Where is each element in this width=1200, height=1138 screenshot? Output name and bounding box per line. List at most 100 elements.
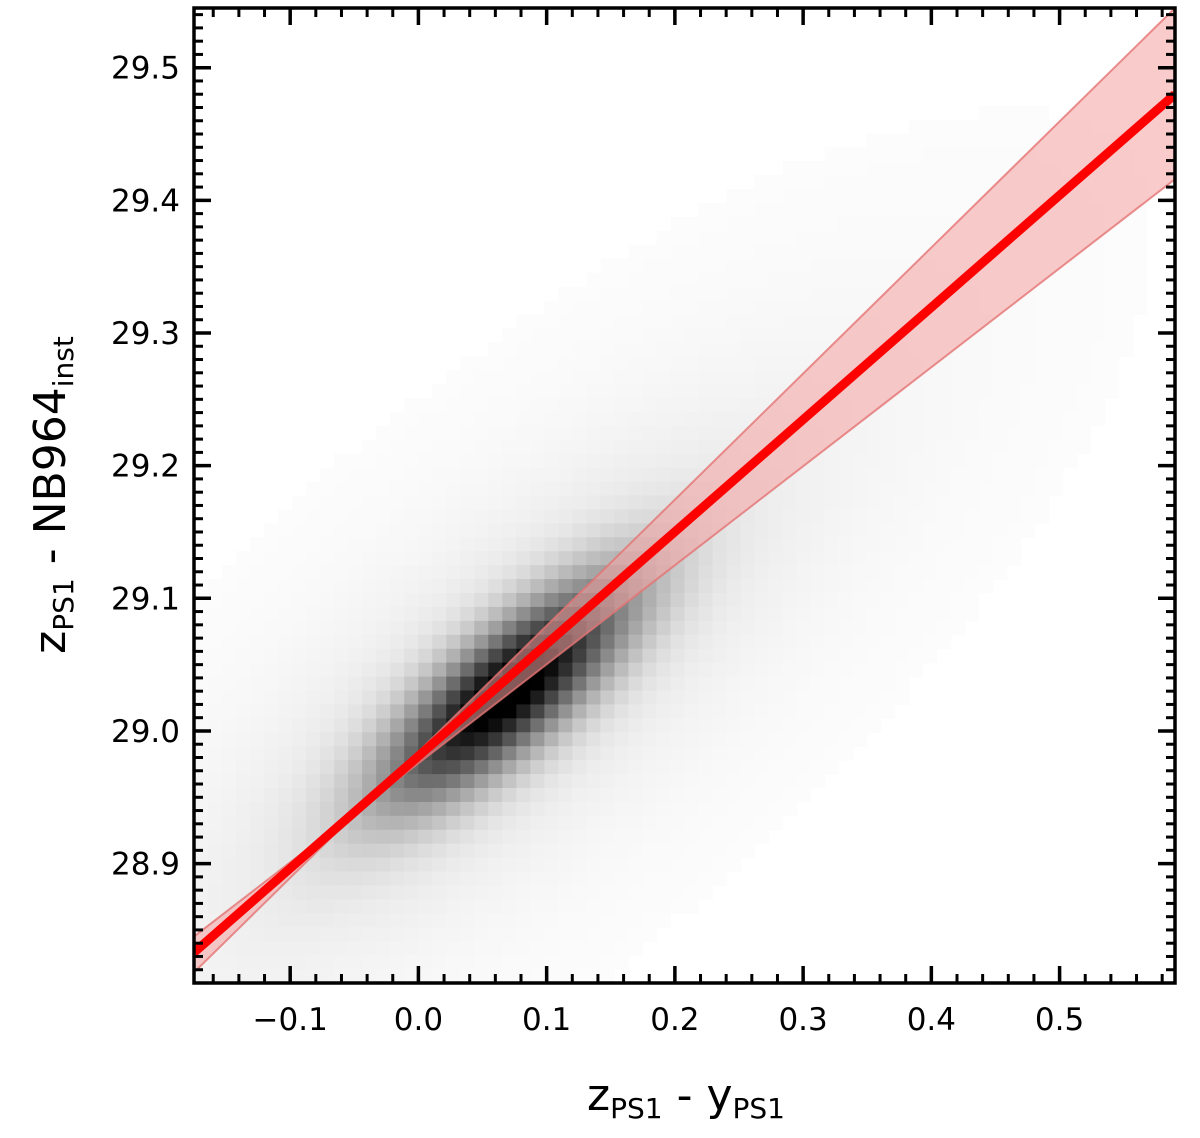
density-cell bbox=[796, 300, 812, 316]
density-cell bbox=[796, 216, 812, 232]
density-cell bbox=[278, 788, 293, 803]
density-cell bbox=[1090, 300, 1106, 316]
density-cell bbox=[1006, 411, 1022, 427]
density-cell bbox=[544, 411, 559, 427]
density-cell bbox=[516, 509, 531, 524]
density-cell bbox=[614, 788, 630, 803]
density-cell bbox=[908, 189, 924, 204]
density-cell bbox=[684, 732, 700, 747]
density-cell bbox=[936, 119, 952, 134]
density-cell bbox=[530, 913, 545, 928]
density-cell bbox=[684, 801, 700, 817]
density-cell bbox=[740, 746, 756, 761]
density-cell bbox=[628, 676, 644, 692]
density-cell bbox=[796, 662, 812, 678]
density-cell bbox=[936, 439, 952, 455]
density-cell bbox=[572, 899, 587, 914]
density-cell bbox=[656, 467, 672, 483]
density-cell bbox=[432, 551, 447, 566]
density-cell bbox=[460, 815, 475, 831]
density-cell bbox=[502, 620, 517, 636]
density-cell bbox=[1076, 398, 1092, 413]
density-cell bbox=[320, 481, 335, 497]
density-cell bbox=[600, 272, 616, 288]
density-cell bbox=[684, 328, 700, 343]
density-cell bbox=[236, 857, 251, 873]
density-cell bbox=[376, 801, 391, 817]
density-cell bbox=[390, 523, 405, 538]
density-cell bbox=[922, 453, 938, 469]
density-cell bbox=[1076, 411, 1092, 427]
density-cell bbox=[222, 955, 237, 970]
density-cell bbox=[628, 481, 644, 497]
density-cell bbox=[334, 704, 349, 719]
density-cell bbox=[460, 398, 475, 413]
density-cell bbox=[796, 258, 812, 274]
density-cell bbox=[418, 969, 433, 983]
density-cell bbox=[698, 216, 714, 232]
density-cell bbox=[292, 732, 307, 747]
density-cell bbox=[222, 593, 237, 608]
density-cell bbox=[292, 941, 307, 956]
density-cell bbox=[278, 746, 293, 761]
density-cell bbox=[236, 871, 251, 887]
density-cell bbox=[264, 690, 279, 706]
density-cell bbox=[572, 788, 587, 803]
density-cell bbox=[502, 746, 517, 761]
density-cell bbox=[740, 732, 756, 747]
density-cell bbox=[488, 439, 503, 455]
density-cell bbox=[390, 955, 405, 970]
density-cell bbox=[852, 634, 868, 650]
density-cell bbox=[446, 801, 461, 817]
density-cell bbox=[460, 356, 475, 371]
density-cell bbox=[600, 871, 616, 887]
density-cell bbox=[292, 955, 307, 970]
density-cell bbox=[782, 189, 798, 204]
density-cell bbox=[628, 913, 644, 928]
density-cell bbox=[502, 704, 517, 719]
density-cell bbox=[824, 746, 840, 761]
density-cell bbox=[432, 857, 447, 873]
density-cell bbox=[404, 690, 419, 706]
density-cell bbox=[516, 523, 531, 538]
density-cell bbox=[810, 662, 826, 678]
density-cell bbox=[194, 704, 209, 719]
density-cell bbox=[558, 704, 573, 719]
density-cell bbox=[908, 565, 924, 580]
density-cell bbox=[530, 829, 545, 845]
density-cell bbox=[362, 899, 377, 914]
density-cell bbox=[460, 425, 475, 441]
density-cell bbox=[278, 551, 293, 566]
density-cell bbox=[586, 704, 602, 719]
density-cell bbox=[334, 927, 349, 942]
density-cell bbox=[712, 704, 728, 719]
density-cell bbox=[796, 175, 812, 190]
density-cell bbox=[404, 871, 419, 887]
density-cell bbox=[390, 871, 405, 887]
density-cell bbox=[376, 927, 391, 942]
density-cell bbox=[530, 551, 545, 566]
density-cell bbox=[740, 718, 756, 733]
density-cell bbox=[684, 411, 700, 427]
density-cell bbox=[908, 620, 924, 636]
density-cell bbox=[908, 230, 924, 246]
density-cell bbox=[614, 913, 630, 928]
density-cell bbox=[1118, 342, 1134, 357]
density-cell bbox=[488, 579, 503, 594]
density-cell bbox=[460, 899, 475, 914]
density-cell bbox=[782, 216, 798, 232]
density-cell bbox=[754, 579, 770, 594]
density-cell bbox=[628, 356, 644, 371]
density-cell bbox=[754, 746, 770, 761]
density-cell bbox=[964, 481, 980, 497]
density-cell bbox=[754, 801, 770, 817]
density-cell bbox=[432, 411, 447, 427]
density-cell bbox=[950, 203, 966, 218]
density-cell bbox=[712, 244, 728, 260]
density-cell bbox=[320, 676, 335, 692]
density-cell bbox=[894, 189, 910, 204]
density-cell bbox=[306, 857, 321, 873]
density-cell bbox=[880, 481, 896, 497]
density-cell bbox=[488, 774, 503, 789]
density-cell bbox=[642, 718, 658, 733]
